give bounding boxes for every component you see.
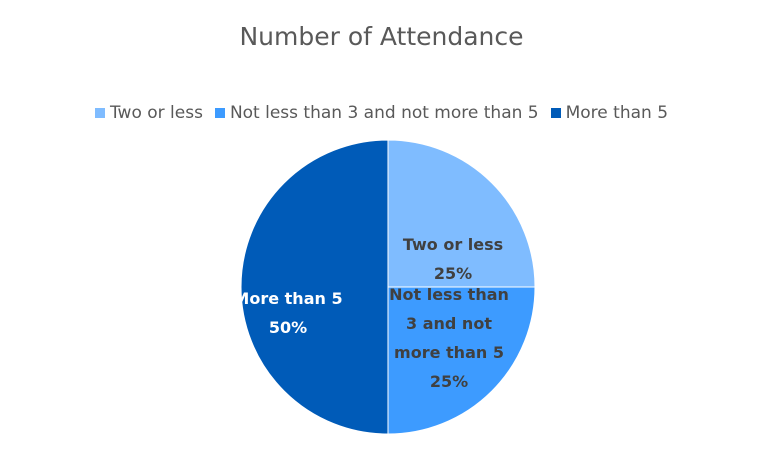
legend-swatch [94,108,105,118]
data-label: 25% [430,372,468,391]
legend-label: Not less than 3 and not more than 5 [229,103,539,123]
legend-item: More than 5 [550,103,669,123]
data-label: more than 5 [394,343,504,362]
data-label: More than 5 [233,289,342,308]
legend-item: Not less than 3 and not more than 5 [214,103,539,123]
chart-title: Number of Attendance [239,22,524,51]
legend-label: More than 5 [565,103,669,123]
data-label: 3 and not [406,314,492,333]
legend-swatch [214,108,225,118]
pie-slice [387,286,536,435]
legend-label: Two or less [109,103,203,123]
pie-slice [240,139,389,435]
pie-slice [387,139,536,288]
legend-swatch [550,108,561,118]
data-label: 50% [269,318,307,337]
legend: Two or less Not less than 3 and not more … [0,103,763,123]
data-label: 25% [434,264,472,283]
data-label: Two or less [403,235,503,254]
legend-item: Two or less [94,103,203,123]
data-label: Not less than [389,285,509,304]
